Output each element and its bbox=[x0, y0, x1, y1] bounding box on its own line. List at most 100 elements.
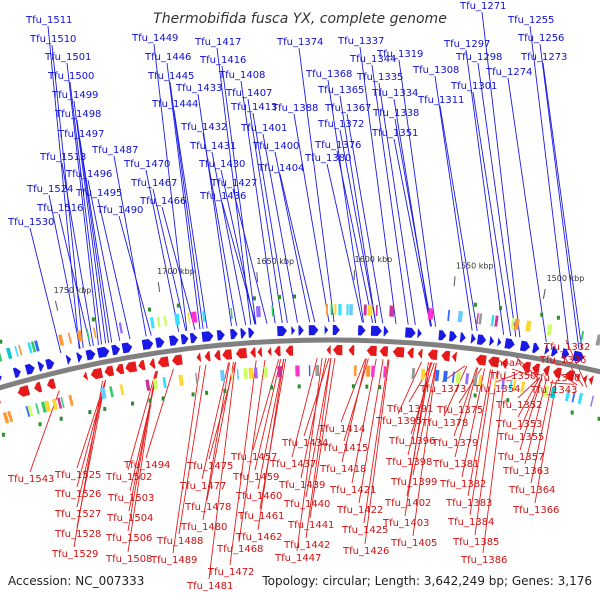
plus-gene-label[interactable]: Tfu_1432 bbox=[180, 122, 227, 133]
plus-gene-label[interactable]: Tfu_1271 bbox=[459, 1, 506, 12]
minus-gene-label[interactable]: Tfu_1395 bbox=[375, 416, 422, 427]
plus-gene-label[interactable]: Tfu_1470 bbox=[123, 159, 170, 170]
plus-gene-label[interactable]: Tfu_1388 bbox=[271, 103, 318, 114]
minus-gene-label[interactable]: Tfu_1526 bbox=[54, 489, 101, 500]
plus-gene-label[interactable]: Tfu_1367 bbox=[324, 103, 371, 114]
minus-gene-label[interactable]: Tfu_1422 bbox=[336, 505, 383, 516]
minus-gene-label[interactable]: Tfu_1504 bbox=[106, 513, 153, 524]
plus-gene-label[interactable]: Tfu_1498 bbox=[54, 109, 101, 120]
plus-gene-label[interactable]: Tfu_1495 bbox=[75, 188, 122, 199]
minus-gene-label[interactable]: Tfu_1477 bbox=[179, 481, 226, 492]
minus-gene-label[interactable]: Tfu_1379 bbox=[431, 438, 478, 449]
plus-gene-label[interactable]: Tfu_1417 bbox=[194, 37, 241, 48]
plus-gene-label[interactable]: Tfu_1444 bbox=[151, 99, 198, 110]
minus-gene-label[interactable]: Tfu_1373 bbox=[419, 384, 466, 395]
plus-gene-label[interactable]: Tfu_1501 bbox=[44, 52, 91, 63]
minus-gene-label[interactable]: Tfu_1405 bbox=[390, 538, 437, 549]
minus-gene-label[interactable]: Tfu_1480 bbox=[180, 522, 227, 533]
minus-gene-label[interactable]: Tfu_1415 bbox=[321, 443, 368, 454]
minus-gene-label[interactable]: Tfu_1502 bbox=[105, 472, 152, 483]
minus-gene-label[interactable]: Tfu_1391 bbox=[386, 404, 433, 415]
minus-gene-label[interactable]: moaA bbox=[493, 358, 522, 369]
plus-gene-label[interactable]: Tfu_1274 bbox=[485, 67, 532, 78]
plus-gene-label[interactable]: Tfu_1400 bbox=[252, 141, 299, 152]
minus-gene-label[interactable]: Tfu_1352 bbox=[495, 400, 542, 411]
minus-gene-label[interactable]: Tfu_1506 bbox=[105, 533, 152, 544]
minus-gene-label[interactable]: Tfu_1381 bbox=[432, 459, 479, 470]
plus-gene-label[interactable]: Tfu_1499 bbox=[51, 90, 98, 101]
minus-gene-label[interactable]: Tfu_1403 bbox=[382, 518, 429, 529]
plus-gene-label[interactable]: Tfu_1511 bbox=[25, 15, 72, 26]
plus-gene-label[interactable]: Tfu_1344 bbox=[349, 54, 396, 65]
plus-gene-label[interactable]: Tfu_1436 bbox=[199, 191, 246, 202]
minus-gene-label[interactable]: Tfu_1426 bbox=[342, 546, 389, 557]
minus-gene-label[interactable]: Tfu_1398 bbox=[385, 457, 432, 468]
minus-gene-label[interactable]: Tfu_1478 bbox=[184, 502, 231, 513]
minus-gene-label[interactable]: Tfu_1529 bbox=[51, 549, 98, 560]
plus-gene-label[interactable]: Tfu_1431 bbox=[189, 141, 236, 152]
plus-gene-label[interactable]: Tfu_1372 bbox=[317, 119, 364, 130]
minus-gene-label[interactable]: Tfu_1442 bbox=[283, 540, 330, 551]
minus-gene-label[interactable]: Tfu_1468 bbox=[216, 544, 263, 555]
minus-gene-label[interactable]: Tfu_1527 bbox=[54, 509, 101, 520]
plus-gene-label[interactable]: Tfu_1351 bbox=[371, 128, 418, 139]
minus-gene-label[interactable]: Tfu_1375 bbox=[436, 405, 483, 416]
plus-gene-label[interactable]: Tfu_1487 bbox=[91, 145, 138, 156]
minus-gene-label[interactable]: Tfu_1340 bbox=[533, 373, 580, 384]
minus-gene-label[interactable]: Tfu_1447 bbox=[274, 553, 321, 564]
minus-gene-label[interactable]: Tfu_1366 bbox=[512, 505, 559, 516]
minus-gene-label[interactable]: Tfu_1441 bbox=[287, 520, 334, 531]
plus-gene-label[interactable]: Tfu_1513 bbox=[39, 152, 86, 163]
minus-gene-label[interactable]: Tfu_1378 bbox=[421, 418, 468, 429]
minus-gene-label[interactable]: Tfu_1437 bbox=[269, 459, 316, 470]
plus-gene-label[interactable]: Tfu_1335 bbox=[356, 72, 403, 83]
minus-gene-label[interactable]: Tfu_1503 bbox=[107, 493, 154, 504]
plus-gene-label[interactable]: Tfu_1368 bbox=[305, 69, 352, 80]
minus-gene-label[interactable]: Tfu_1364 bbox=[508, 485, 555, 496]
plus-gene-label[interactable]: Tfu_1446 bbox=[144, 52, 191, 63]
plus-gene-label[interactable]: Tfu_1466 bbox=[139, 196, 186, 207]
minus-gene-label[interactable]: Tfu_1462 bbox=[235, 532, 282, 543]
plus-gene-label[interactable]: Tfu_1301 bbox=[450, 81, 497, 92]
minus-gene-label[interactable]: Tfu_1383 bbox=[445, 498, 492, 509]
plus-gene-label[interactable]: Tfu_1416 bbox=[199, 55, 246, 66]
plus-gene-label[interactable]: Tfu_1404 bbox=[257, 163, 304, 174]
plus-gene-label[interactable]: Tfu_1255 bbox=[507, 15, 554, 26]
plus-gene-label[interactable]: Tfu_1510 bbox=[29, 34, 76, 45]
minus-gene-label[interactable]: Tfu_1414 bbox=[318, 424, 365, 435]
plus-gene-label[interactable]: Tfu_1500 bbox=[47, 71, 94, 82]
plus-gene-label[interactable]: Tfu_1408 bbox=[218, 70, 265, 81]
minus-gene-label[interactable]: Tfu_1402 bbox=[384, 498, 431, 509]
minus-gene-label[interactable]: Tfu_1440 bbox=[283, 499, 330, 510]
plus-gene-label[interactable]: Tfu_1516 bbox=[36, 203, 83, 214]
minus-gene-label[interactable]: Tfu_1363 bbox=[502, 466, 549, 477]
minus-gene-label[interactable]: Tfu_1385 bbox=[452, 537, 499, 548]
plus-gene-label[interactable]: Tfu_1380 bbox=[304, 153, 351, 164]
minus-gene-label[interactable]: Tfu_1343 bbox=[530, 385, 577, 396]
plus-gene-label[interactable]: Tfu_1297 bbox=[443, 39, 490, 50]
minus-gene-label[interactable]: Tfu_1494 bbox=[123, 460, 170, 471]
plus-gene-label[interactable]: Tfu_1449 bbox=[131, 33, 178, 44]
minus-gene-label[interactable]: Tfu_1460 bbox=[235, 491, 282, 502]
minus-gene-label[interactable]: Tfu_1481 bbox=[186, 581, 233, 592]
minus-gene-label[interactable]: Tfu_1472 bbox=[207, 567, 254, 578]
plus-gene-label[interactable]: Tfu_1407 bbox=[225, 88, 272, 99]
plus-gene-label[interactable]: Tfu_1433 bbox=[175, 83, 222, 94]
plus-gene-label[interactable]: Tfu_1374 bbox=[276, 37, 323, 48]
minus-gene-label[interactable]: Tfu_1543 bbox=[7, 474, 54, 485]
plus-gene-label[interactable]: Tfu_1298 bbox=[455, 52, 502, 63]
minus-gene-label[interactable]: Tfu_1357 bbox=[497, 452, 544, 463]
plus-gene-label[interactable]: Tfu_1401 bbox=[240, 123, 287, 134]
plus-gene-label[interactable]: Tfu_1337 bbox=[337, 36, 384, 47]
minus-gene-label[interactable]: Tfu_1488 bbox=[156, 536, 203, 547]
minus-gene-label[interactable]: Tfu_1353 bbox=[495, 419, 542, 430]
minus-gene-label[interactable]: Tfu_1425 bbox=[341, 525, 388, 536]
minus-gene-label[interactable]: Tfu_1508 bbox=[105, 554, 152, 565]
minus-gene-label[interactable]: Tfu_1457 bbox=[230, 452, 277, 463]
minus-gene-label[interactable]: Tfu_1336 bbox=[539, 355, 586, 366]
plus-gene-label[interactable]: Tfu_1445 bbox=[147, 71, 194, 82]
plus-gene-label[interactable]: Tfu_1497 bbox=[57, 129, 104, 140]
plus-gene-label[interactable]: Tfu_1376 bbox=[314, 140, 361, 151]
plus-gene-label[interactable]: Tfu_1427 bbox=[210, 178, 257, 189]
minus-gene-label[interactable]: Tfu_1439 bbox=[278, 480, 325, 491]
